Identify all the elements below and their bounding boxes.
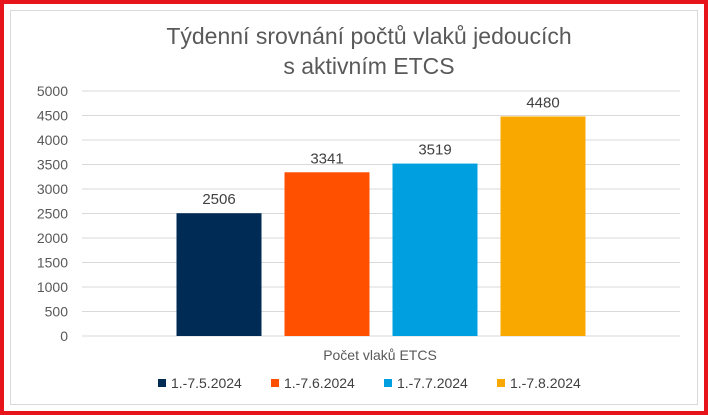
y-tick-label: 4500 [37, 108, 68, 124]
y-tick-label: 2000 [37, 230, 68, 246]
legend-swatch-1 [158, 379, 166, 387]
gridlines [82, 90, 680, 337]
y-tick-label: 3000 [37, 181, 68, 197]
y-tick-label: 2500 [37, 206, 68, 222]
legend-swatch-3 [384, 379, 392, 387]
y-tick-label: 500 [45, 304, 69, 320]
y-axis-ticks: 0 500 1000 1500 2000 2500 3000 3500 4000 4500 5000 [37, 83, 68, 344]
y-tick-label: 5000 [37, 83, 68, 99]
data-label-2: 3341 [310, 150, 343, 167]
y-tick-label: 1000 [37, 279, 68, 295]
legend-swatch-2 [271, 379, 279, 387]
legend-label-2: 1.-7.6.2024 [284, 375, 355, 391]
chart-title-line-2: s aktivním ETCS [283, 53, 454, 79]
legend-label-3: 1.-7.7.2024 [397, 375, 468, 391]
data-label-3: 3519 [418, 142, 451, 159]
x-category-label: Počet vlaků ETCS [323, 347, 437, 363]
legend-label-1: 1.-7.5.2024 [171, 375, 242, 391]
bar-3 [392, 163, 478, 336]
legend: 1.-7.5.2024 1.-7.6.2024 1.-7.7.2024 1.-7.8.… [158, 375, 581, 391]
y-tick-label: 1500 [37, 255, 68, 271]
legend-swatch-4 [497, 379, 505, 387]
y-tick-label: 0 [60, 328, 68, 344]
legend-label-4: 1.-7.8.2024 [510, 375, 581, 391]
bars [176, 116, 586, 336]
bar-4 [500, 116, 586, 336]
bar-1 [176, 213, 262, 336]
data-label-1: 2506 [202, 191, 235, 208]
data-label-4: 4480 [526, 94, 559, 111]
chart-title-line-1: Týdenní srovnání počtů vlaků jedoucích [166, 23, 571, 49]
y-tick-label: 4000 [37, 132, 68, 148]
data-labels: 2506 3341 3519 4480 [202, 94, 559, 208]
y-tick-label: 3500 [37, 157, 68, 173]
bar-2 [284, 172, 370, 336]
